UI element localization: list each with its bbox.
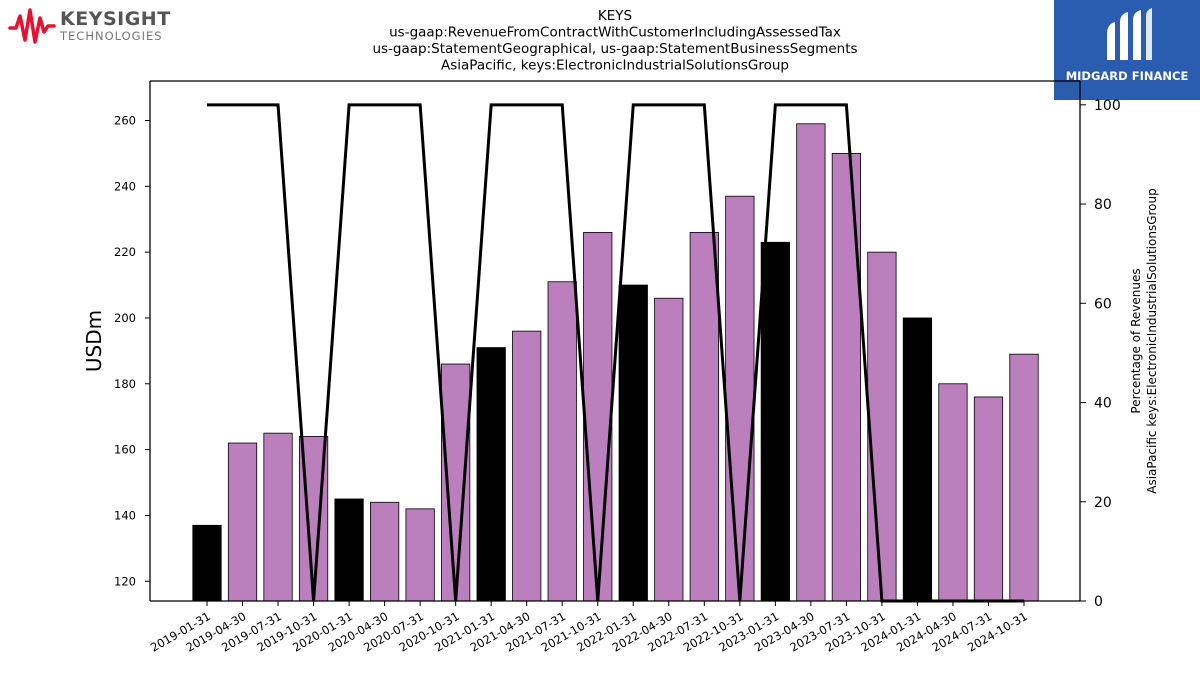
- y-axis-label: USDm: [82, 310, 106, 372]
- bar-2020-04-30: [369, 501, 400, 602]
- bar-2022-10-31: [725, 195, 755, 602]
- y-tick-label-220: 220: [114, 245, 136, 259]
- bar-2019-07-31: [263, 432, 293, 602]
- y2-axis-label-line-1: Percentage of Revenues: [1129, 268, 1143, 413]
- y2-axis-label-line-2: AsiaPacific keys:ElectronicIndustrialSol…: [1145, 188, 1159, 494]
- y-tick-label-120: 120: [114, 574, 136, 588]
- y2-tick-label-80: 80: [1094, 197, 1112, 213]
- axes: [149, 80, 1081, 602]
- y-tick-label-160: 160: [114, 443, 136, 457]
- bar-2024-01-31: [902, 317, 933, 602]
- bar-2023-01-31: [760, 241, 790, 602]
- keysight-sub-text: TECHNOLOGIES: [60, 29, 163, 43]
- bar-2019-04-30: [227, 442, 258, 602]
- y-axis-ticks: 120 140 160 180 200 220 240 260: [114, 113, 150, 588]
- keysight-wave-icon: [8, 8, 56, 44]
- percentage-line: [207, 103, 1024, 603]
- percentage-line-group: [207, 103, 1024, 603]
- bar-2024-04-30: [938, 383, 968, 602]
- bar-2024-07-31: [973, 396, 1004, 602]
- bar-2021-01-31: [476, 347, 506, 602]
- y-tick-label-200: 200: [114, 311, 136, 325]
- bar-2023-10-31: [867, 251, 897, 602]
- bar-2022-07-31: [689, 231, 719, 602]
- bar-2021-07-31: [547, 281, 577, 602]
- bar-2021-10-31: [583, 231, 613, 602]
- keysight-brand-text: KEYSIGHT: [60, 8, 171, 30]
- chart-title: KEYSus-gaap:RevenueFromContractWithCusto…: [372, 8, 857, 74]
- axis-labels: USDm Percentage of Revenues AsiaPacific ke…: [82, 188, 1159, 494]
- bar-2020-01-31: [334, 498, 364, 602]
- bar-2023-07-31: [831, 153, 861, 602]
- midgard-finance-logo: MIDGARD FINANCE: [1054, 0, 1200, 100]
- bar-2021-04-30: [512, 330, 542, 602]
- y-tick-label-180: 180: [114, 377, 136, 391]
- bar-2019-01-31: [192, 524, 222, 602]
- y2-tick-label-100: 100: [1094, 98, 1121, 114]
- y2-tick-label-20: 20: [1094, 495, 1112, 511]
- midgard-emblem-icon: [1107, 8, 1152, 60]
- bar-2023-04-30: [796, 123, 826, 602]
- keysight-logo: KEYSIGHT TECHNOLOGIES: [8, 6, 178, 46]
- title-line-2: us-gaap:RevenueFromContractWithCustomerI…: [389, 25, 841, 41]
- y2-tick-label-40: 40: [1094, 396, 1112, 412]
- y-tick-label-140: 140: [114, 508, 136, 522]
- title-line-4: AsiaPacific, keys:ElectronicIndustrialSo…: [441, 58, 789, 74]
- bar-2020-07-31: [405, 508, 435, 602]
- midgard-finance-text: MIDGARD FINANCE: [1065, 69, 1189, 83]
- y2-tick-label-60: 60: [1094, 296, 1112, 312]
- y2-tick-label-0: 0: [1094, 594, 1103, 610]
- bar-2024-10-31: [1009, 353, 1039, 602]
- x-axis-ticks: 2019-01-312019-04-302019-07-312019-10-31…: [148, 601, 1030, 655]
- y-tick-label-260: 260: [114, 113, 136, 127]
- bar-2022-01-31: [618, 284, 648, 602]
- y-tick-label-240: 240: [114, 179, 136, 193]
- title-line-3: us-gaap:StatementGeographical, us-gaap:S…: [372, 41, 857, 57]
- bars: [192, 123, 1039, 602]
- bar-2022-04-30: [654, 297, 684, 602]
- title-line-1: KEYS: [598, 8, 632, 24]
- y2-axis-ticks: 0 20 40 60 80 100: [1080, 98, 1121, 610]
